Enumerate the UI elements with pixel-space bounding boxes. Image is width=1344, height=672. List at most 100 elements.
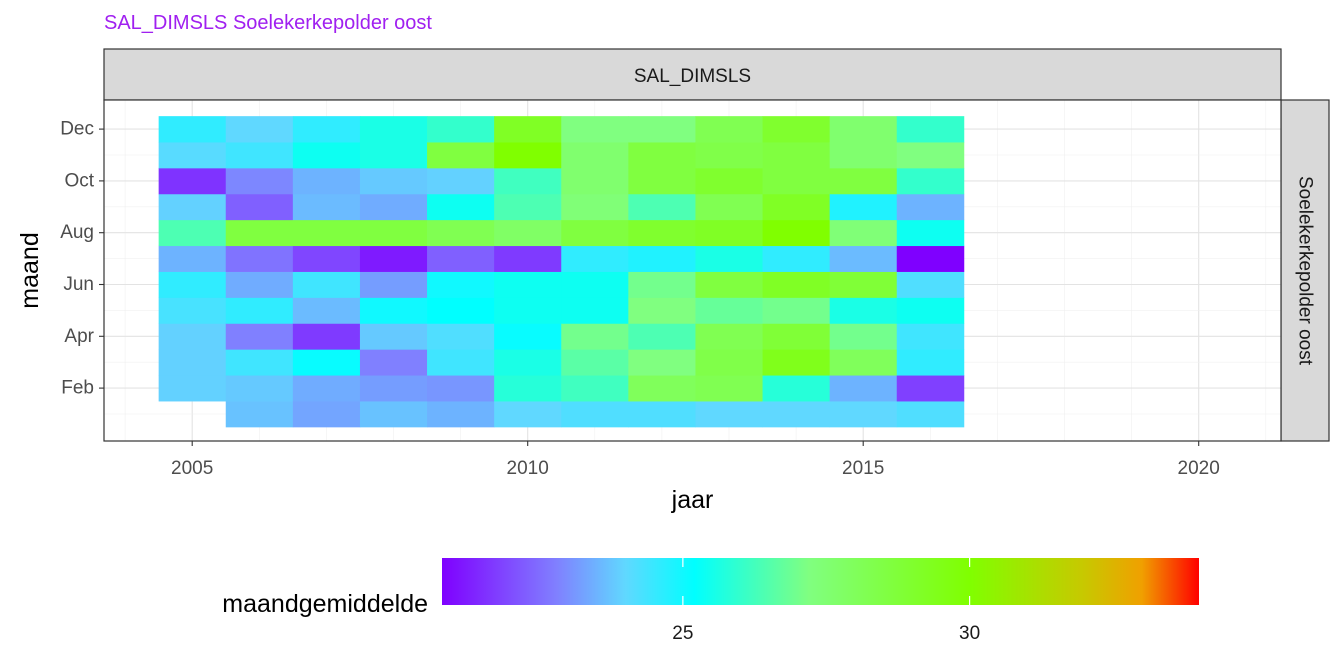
heatmap-cell — [628, 142, 696, 169]
heatmap-cell — [896, 245, 965, 272]
heatmap-cell — [359, 271, 428, 298]
heatmap-cell — [628, 245, 696, 272]
heatmap-cell — [695, 219, 763, 247]
heatmap-cell — [494, 401, 562, 428]
heatmap-cell — [158, 375, 227, 402]
heatmap-cell — [695, 297, 763, 324]
heatmap-cell — [762, 349, 831, 376]
heatmap-cell — [829, 219, 898, 247]
heatmap-cell — [628, 193, 696, 221]
heatmap-cell — [292, 323, 361, 350]
heatmap-cell — [829, 375, 898, 402]
x-axis-title: jaar — [671, 486, 714, 514]
heatmap-cell — [427, 193, 495, 221]
heatmap-cell — [628, 401, 696, 428]
heatmap-cell — [359, 193, 428, 221]
heatmap-cell — [359, 116, 428, 143]
heatmap-cell — [829, 142, 898, 169]
heatmap-cell — [762, 401, 831, 428]
heatmap-cell — [158, 116, 227, 143]
heatmap-cell — [359, 245, 428, 272]
heatmap-cell — [762, 142, 831, 169]
heatmap-cell — [225, 193, 294, 221]
y-axis-title: maand — [16, 232, 44, 308]
heatmap-cell — [896, 167, 965, 195]
heatmap-cell — [695, 142, 763, 169]
heatmap-cell — [561, 116, 629, 143]
heatmap-cell — [158, 271, 227, 298]
heatmap-cell — [427, 401, 495, 428]
heatmap-cell — [158, 167, 227, 195]
y-tick-label: Dec — [60, 119, 94, 140]
heatmap-cell — [158, 193, 227, 221]
facet-strip-top — [103, 48, 1282, 101]
heatmap-cell — [896, 375, 965, 402]
heatmap-cell — [829, 349, 898, 376]
heatmap-cell — [292, 245, 361, 272]
heatmap-cell — [494, 349, 562, 376]
facet-strip-right-label: Soelekerkepolder oost — [1295, 176, 1316, 366]
heatmap-cell — [829, 323, 898, 350]
heatmap-cell — [762, 323, 831, 350]
heatmap-cell — [494, 375, 562, 402]
heatmap-cell — [225, 349, 294, 376]
heatmap-cell — [896, 142, 965, 169]
heatmap-cell — [561, 401, 629, 428]
heatmap-cell — [695, 116, 763, 143]
heatmap-cell — [292, 193, 361, 221]
heatmap-cell — [225, 116, 294, 143]
heatmap-cell — [427, 167, 495, 195]
heatmap-cell — [292, 116, 361, 143]
y-tick-label: Jun — [63, 274, 94, 295]
heatmap-cell — [896, 349, 965, 376]
heatmap-cell — [359, 219, 428, 247]
heatmap-cell — [561, 193, 629, 221]
heatmap-cell — [225, 142, 294, 169]
heatmap-cell — [896, 219, 965, 247]
heatmap-cell — [158, 245, 227, 272]
facet-strip-top-label: SAL_DIMSLS — [634, 66, 751, 87]
heatmap-cell — [427, 219, 495, 247]
heatmap-cell — [695, 375, 763, 402]
heatmap-cell — [427, 245, 495, 272]
heatmap-cell — [695, 401, 763, 428]
heatmap-cell — [762, 375, 831, 402]
heatmap-cell — [225, 323, 294, 350]
heatmap-cell — [561, 323, 629, 350]
heatmap-cell — [225, 167, 294, 195]
legend-tick-label: 30 — [959, 623, 980, 644]
x-tick-label: 2005 — [171, 458, 213, 479]
heatmap-cell — [225, 271, 294, 298]
heatmap-cell — [427, 375, 495, 402]
heatmap-cell — [359, 297, 428, 324]
heatmap-cell — [292, 142, 361, 169]
heatmap-cell — [628, 375, 696, 402]
heatmap-cell — [292, 375, 361, 402]
heatmap-cell — [762, 167, 831, 195]
heatmap-cell — [896, 193, 965, 221]
x-tick-label: 2020 — [1178, 458, 1220, 479]
heatmap-cell — [292, 349, 361, 376]
legend-title: maandgemiddelde — [222, 590, 428, 618]
heatmap-cell — [494, 193, 562, 221]
heatmap-cell — [158, 219, 227, 247]
heatmap-cell — [158, 349, 227, 376]
heatmap-cell — [829, 167, 898, 195]
heatmap-cell — [829, 193, 898, 221]
heatmap-cell — [561, 245, 629, 272]
x-tick-label: 2015 — [842, 458, 884, 479]
heatmap-cell — [561, 219, 629, 247]
heatmap-cell — [427, 116, 495, 143]
heatmap-cell — [427, 323, 495, 350]
heatmap-cell — [359, 401, 428, 428]
heatmap-cell — [896, 116, 965, 143]
heatmap-cell — [762, 245, 831, 272]
heatmap-cell — [427, 349, 495, 376]
heatmap-cell — [225, 401, 294, 428]
heatmap-cell — [628, 349, 696, 376]
heatmap-cell — [628, 297, 696, 324]
legend-tick-label: 25 — [672, 623, 693, 644]
heatmap-cell — [494, 116, 562, 143]
x-tick-label: 2010 — [507, 458, 549, 479]
heatmap-cell — [359, 349, 428, 376]
